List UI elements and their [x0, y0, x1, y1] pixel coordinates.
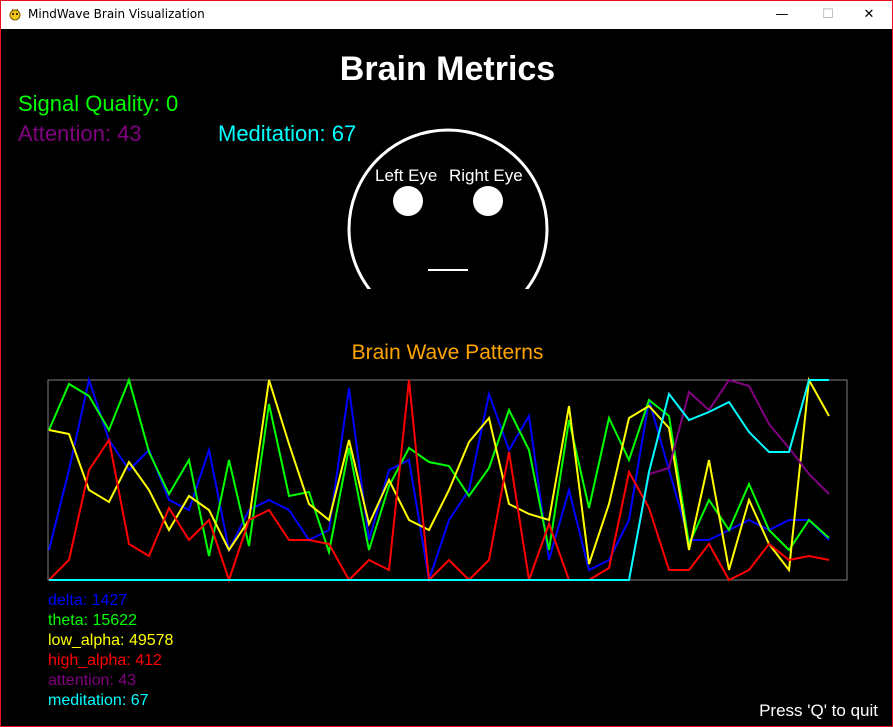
maximize-button[interactable]: ☐: [822, 7, 834, 22]
legend-meditation: meditation: 67: [48, 692, 149, 709]
left-eye: [393, 186, 423, 216]
left-eye-label: Left Eye: [375, 166, 438, 185]
face-outline: [347, 128, 549, 289]
app-canvas: Brain Metrics Signal Quality: 0 Attentio…: [1, 29, 892, 726]
legend-attention: attention: 43: [48, 672, 137, 689]
series-line-meditation: [49, 379, 829, 581]
series-line-high-alpha: [48, 379, 830, 584]
chart-legend: delta: 1427 theta: 15622 low_alpha: 4957…: [48, 591, 173, 711]
series-line-theta: [48, 376, 830, 557]
window-title: MindWave Brain Visualization: [28, 7, 205, 21]
brain-wave-chart: [47, 376, 848, 584]
legend-high-alpha: high_alpha: 412: [48, 652, 162, 669]
app-icon: [9, 8, 21, 21]
signal-quality-label: Signal Quality: 0: [18, 91, 179, 116]
legend-delta: delta: 1427: [48, 592, 128, 609]
right-eye: [473, 186, 503, 216]
chart-title: Brain Wave Patterns: [351, 341, 544, 364]
face-display: [347, 128, 549, 289]
title-bar[interactable]: MindWave Brain Visualization — ☐ ✕: [1, 1, 892, 29]
quit-hint: Press 'Q' to quit: [759, 701, 878, 720]
close-button[interactable]: ✕: [863, 7, 875, 22]
legend-low-alpha: low_alpha: 49578: [48, 632, 174, 649]
attention-label: Attention: 43: [18, 121, 142, 146]
legend-theta: theta: 15622: [48, 612, 137, 629]
series-line-delta: [48, 376, 830, 581]
meditation-label: Meditation: 67: [218, 121, 357, 146]
chart-frame: [47, 379, 848, 581]
right-eye-label: Right Eye: [449, 166, 523, 185]
minimize-button[interactable]: —: [775, 7, 789, 22]
page-title: Brain Metrics: [339, 50, 556, 88]
series-line-low-alpha: [48, 376, 830, 573]
